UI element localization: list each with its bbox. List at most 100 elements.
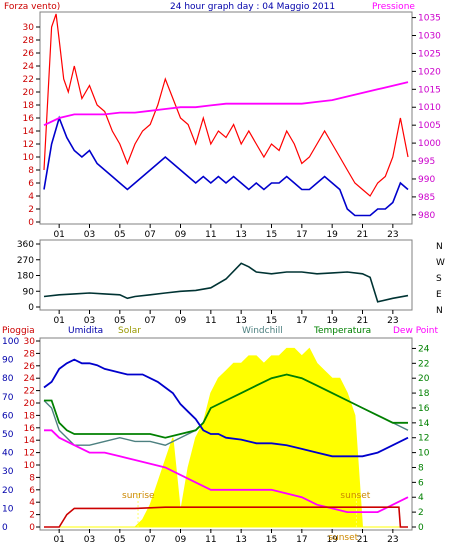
sun-marker-label: sunrise <box>122 491 155 501</box>
pressure-axis-label: 1030 <box>418 32 441 42</box>
wind-axis-label: 18 <box>23 101 35 111</box>
temp-axis-label: 22 <box>418 359 429 369</box>
temp-x-tick-label: 01 <box>53 535 64 545</box>
wind-axis-label: 30 <box>23 23 35 33</box>
direction-x-tick-label: 21 <box>357 316 368 326</box>
direction-line <box>43 262 409 303</box>
temp-x-tick-label: 23 <box>387 535 398 545</box>
wind-x-tick-label: 15 <box>266 230 277 240</box>
temp-axis-label: 24 <box>418 344 430 354</box>
direction-x-tick-label: 05 <box>114 316 125 326</box>
pressure-axis-label: 1020 <box>418 67 441 77</box>
humidity-axis-label: 60 <box>2 411 14 421</box>
temp-x-tick-label: 15 <box>266 535 277 545</box>
pressure-axis-label: 1000 <box>418 139 441 149</box>
wind-chart: 0246810121416182022242628309809859909951… <box>23 14 442 240</box>
wind-axis-label: 8 <box>28 166 34 176</box>
wind-axis-label: 0 <box>28 218 34 228</box>
header-right-label: Pressione <box>372 2 415 12</box>
humidity-axis-label: 70 <box>2 393 14 403</box>
wind-axis-label: 4 <box>28 192 34 202</box>
wind-axis-label: 16 <box>23 114 35 124</box>
temp-axis-label: 6 <box>418 478 424 488</box>
direction-x-tick-label: 15 <box>266 316 277 326</box>
temp-x-tick-label: 21 <box>357 535 368 545</box>
temp-axis-label: 2 <box>418 508 424 518</box>
temp-x-tick-label: 11 <box>205 535 216 545</box>
temp-axis-label: 4 <box>418 493 424 503</box>
temp-axis-label: 18 <box>418 389 430 399</box>
temp-x-tick-label: 17 <box>296 535 307 545</box>
humidity-axis-label: 90 <box>2 356 14 366</box>
temp-x-tick-label: 07 <box>144 535 155 545</box>
wind-x-tick-label: 03 <box>84 230 95 240</box>
legend-solar: Solar <box>118 326 141 336</box>
direction-x-tick-label: 03 <box>84 316 95 326</box>
rain-line <box>44 506 408 528</box>
chart-title: 24 hour graph day : 04 Maggio 2011 <box>170 2 335 12</box>
rain-axis-label: 14 <box>24 436 36 446</box>
direction-x-tick-label: 19 <box>326 316 338 326</box>
humidity-axis-label: 50 <box>2 430 14 440</box>
direction-axis-label: 90 <box>23 287 35 297</box>
rain-axis-label: 10 <box>24 461 36 471</box>
sunset-axis-label: sunset <box>328 533 358 543</box>
temp-axis-label: 12 <box>418 434 429 444</box>
compass-label: N <box>436 242 443 252</box>
wind-x-tick-label: 01 <box>53 230 64 240</box>
rain-axis-label: 6 <box>29 486 35 496</box>
wind-x-tick-label: 13 <box>235 230 246 240</box>
wind-x-tick-label: 17 <box>296 230 307 240</box>
rain-axis-label: 20 <box>24 399 36 409</box>
pressure-line <box>43 81 409 127</box>
wind-axis-label: 20 <box>23 88 35 98</box>
compass-label: W <box>436 258 445 268</box>
humidity-axis-label: 100 <box>2 337 19 347</box>
pressure-axis-label: 1010 <box>418 103 441 113</box>
temp-axis-label: 8 <box>418 463 424 473</box>
compass-label: S <box>436 274 442 284</box>
direction-axis-label: 180 <box>17 272 34 282</box>
humidity-axis-label: 0 <box>2 523 8 533</box>
humidity-axis-label: 20 <box>2 486 14 496</box>
rain-axis-label: 16 <box>24 424 36 434</box>
rain-axis-label: 28 <box>24 349 36 359</box>
header-left-label: Forza vento) <box>4 2 60 12</box>
humidity-axis-label: 40 <box>2 449 14 459</box>
temperature-line <box>44 373 408 439</box>
humidity-axis-label: 30 <box>2 467 14 477</box>
temp-axis-label: 14 <box>418 419 430 429</box>
pressure-axis-label: 1005 <box>418 121 441 131</box>
direction-panel <box>39 239 413 311</box>
pressure-axis-label: 1015 <box>418 85 441 95</box>
rain-axis-label: 26 <box>24 362 36 372</box>
pressure-axis-label: 985 <box>418 193 435 203</box>
temp-x-tick-label: 03 <box>84 535 95 545</box>
legend-pioggia: Pioggia <box>2 326 35 336</box>
rain-axis-label: 8 <box>29 473 35 483</box>
direction-x-tick-label: 11 <box>205 316 216 326</box>
temp-x-tick-label: 05 <box>114 535 125 545</box>
wind-x-tick-label: 21 <box>357 230 368 240</box>
humidity-axis-label: 10 <box>2 504 14 514</box>
humidity-axis-label: 80 <box>2 374 14 384</box>
wind-pressure-panel <box>39 11 413 225</box>
temp-axis-label: 0 <box>418 523 424 533</box>
wind-gust-line <box>43 13 409 197</box>
direction-x-tick-label: 17 <box>296 316 307 326</box>
wind-axis-label: 28 <box>23 36 35 46</box>
wind-avg-line <box>43 115 409 217</box>
pressure-axis-label: 995 <box>418 157 435 167</box>
direction-axis-label: 270 <box>17 256 34 266</box>
rain-axis-label: 0 <box>29 523 35 533</box>
pressure-axis-label: 990 <box>418 175 435 185</box>
rain-axis-label: 4 <box>29 498 35 508</box>
pressure-axis-label: 1035 <box>418 14 441 24</box>
compass-label: N <box>436 306 443 316</box>
wind-x-tick-label: 11 <box>205 230 216 240</box>
direction-x-tick-label: 23 <box>387 316 398 326</box>
temp-axis-label: 10 <box>418 449 430 459</box>
direction-x-tick-label: 01 <box>53 316 64 326</box>
